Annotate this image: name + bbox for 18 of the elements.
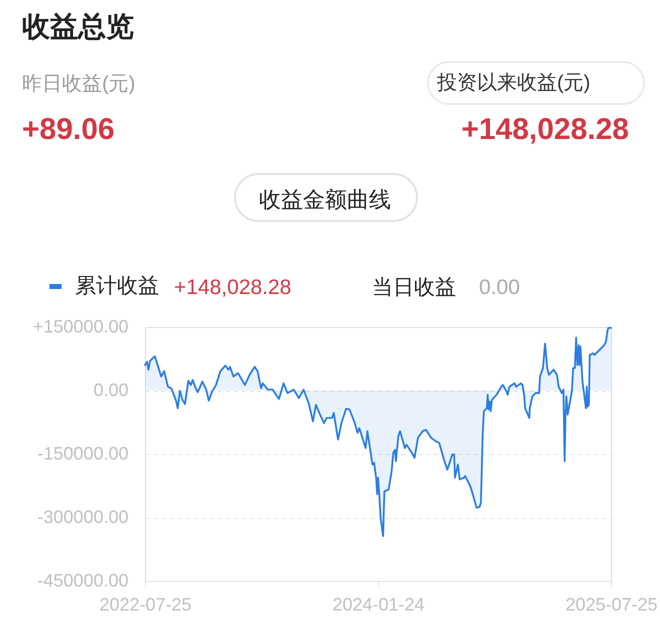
y-tick-label: -450000.00: [37, 570, 128, 590]
y-tick-label: +150000.00: [32, 316, 128, 336]
x-tick-label: 2024-01-24: [332, 594, 425, 614]
chart-title: 收益总览: [22, 11, 134, 42]
text: +89.06: [22, 113, 115, 146]
text: 昨日收益(元): [22, 73, 136, 95]
y-tick-label: -150000.00: [37, 444, 128, 464]
text: +148,028.28: [461, 113, 629, 146]
text: 投资以来收益(元): [436, 72, 590, 94]
text: 0.00: [479, 276, 520, 299]
text: 当日收益: [372, 276, 456, 299]
x-tick-label: 2025-07-25: [565, 594, 658, 614]
x-tick-label: 2022-07-25: [99, 594, 192, 614]
y-tick-label: -300000.00: [37, 507, 128, 527]
text: +148,028.28: [174, 276, 292, 299]
y-tick-label: 0.00: [93, 380, 128, 400]
text: 收益金额曲线: [259, 187, 391, 212]
legend-label: 累计收益: [75, 274, 159, 298]
